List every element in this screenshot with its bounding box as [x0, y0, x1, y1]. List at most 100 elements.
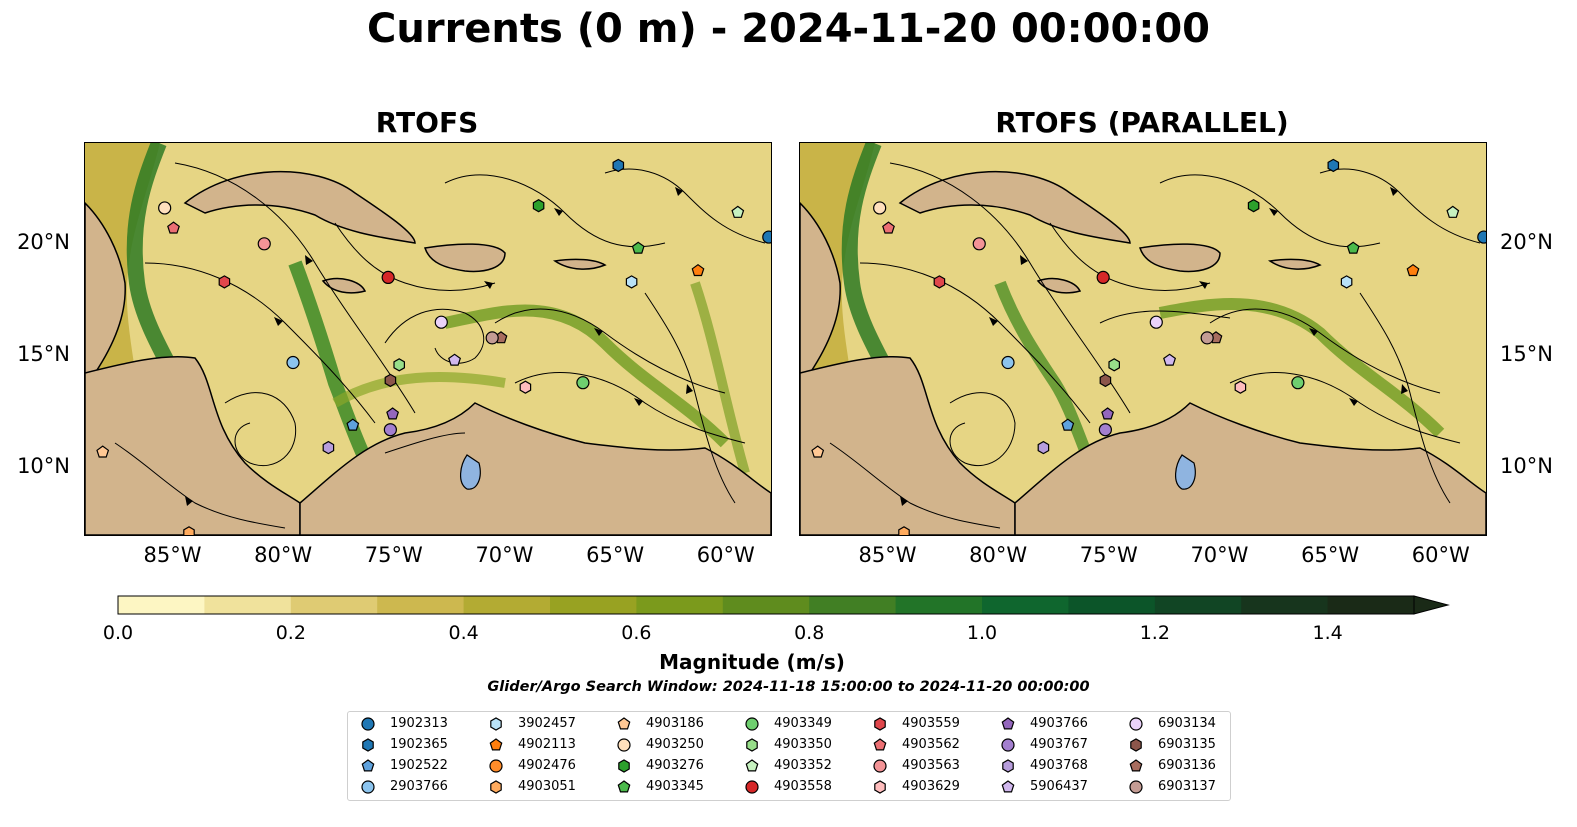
current-map-rtofs: [85, 143, 771, 535]
colorbar-segment: [463, 596, 551, 614]
lat-tick-right: 15°N: [1500, 341, 1553, 366]
legend-label: 4903352: [774, 758, 832, 773]
circle-marker-icon: [745, 717, 759, 731]
colorbar-segment: [377, 596, 465, 614]
legend-label: 6903135: [1158, 737, 1216, 752]
legend-label: 4903350: [774, 737, 832, 752]
float-marker-3902457: [625, 275, 638, 289]
legend-label: 1902522: [390, 758, 448, 773]
float-marker-4903250: [873, 201, 887, 215]
colorbar: [117, 595, 1450, 615]
circle-marker-icon: [617, 738, 631, 752]
legend-label: 4902476: [518, 758, 576, 773]
circle-marker-icon: [1129, 717, 1143, 731]
float-marker-1902522: [346, 418, 360, 431]
float-marker-4903350: [393, 358, 405, 372]
lon-tick-left: 85°W: [143, 543, 202, 567]
hexagon-marker-icon: [874, 717, 886, 731]
circle-marker-icon: [873, 759, 887, 773]
float-marker-4903563: [257, 237, 271, 251]
colorbar-tick: 1.2: [1139, 622, 1170, 644]
circle-marker-icon: [1129, 780, 1143, 794]
pentagon-marker-icon: [617, 717, 631, 730]
legend-label: 6903136: [1158, 758, 1216, 773]
legend-label: 4903767: [1030, 737, 1088, 752]
float-marker-4903629: [1234, 380, 1247, 394]
legend-label: 4903559: [902, 716, 960, 731]
lat-tick-left: 20°N: [17, 229, 70, 254]
colorbar-segment: [1068, 596, 1156, 614]
legend-label: 4903768: [1030, 758, 1088, 773]
lon-tick-right: 75°W: [1079, 543, 1138, 567]
float-marker-4903186: [96, 445, 110, 458]
colorbar-segment: [118, 596, 205, 614]
hexagon-marker-icon: [1002, 759, 1014, 773]
float-marker-4903629: [519, 380, 532, 394]
lon-tick-left: 75°W: [364, 543, 423, 567]
float-marker-4903768: [1037, 440, 1050, 455]
panel-title-rtofs-parallel: RTOFS (PARALLEL): [995, 106, 1289, 139]
float-marker-4903051: [898, 526, 910, 535]
legend-label: 4903629: [902, 779, 960, 794]
colorbar-label: Magnitude (m/s): [659, 650, 845, 674]
pentagon-marker-icon: [1001, 717, 1015, 730]
panel-title-rtofs: RTOFS: [375, 106, 479, 139]
hexagon-marker-icon: [618, 759, 630, 773]
pentagon-marker-icon: [489, 738, 503, 751]
colorbar-extend-arrow: [1413, 595, 1450, 615]
colorbar-segment: [290, 596, 378, 614]
colorbar-tick: 0.8: [794, 622, 825, 644]
hexagon-marker-icon: [1130, 738, 1142, 752]
float-marker-6903135: [1099, 373, 1112, 388]
float-marker-4903767: [1098, 423, 1112, 437]
legend-label: 4903276: [646, 758, 704, 773]
legend-label: 4903562: [902, 737, 960, 752]
circle-marker-icon: [361, 717, 375, 731]
float-marker-3902457: [1340, 275, 1353, 289]
legend-label: 4903186: [646, 716, 704, 731]
float-marker-5906437: [1163, 353, 1177, 366]
float-marker-1902522: [1061, 418, 1075, 431]
float-marker-4903558: [381, 270, 395, 284]
pentagon-marker-icon: [617, 780, 631, 793]
colorbar-segment: [1154, 596, 1242, 614]
circle-marker-icon: [1001, 738, 1015, 752]
colorbar-tick: 1.0: [966, 622, 998, 644]
legend: 1902313 1902365 1902522 2903766 3902457 49021…: [347, 711, 1231, 801]
float-marker-4903563: [972, 237, 986, 251]
float-marker-6903137: [485, 331, 499, 345]
legend-label: 4903051: [518, 779, 576, 794]
colorbar-segment: [722, 596, 810, 614]
colorbar-tick: 0.0: [102, 622, 134, 644]
float-marker-6903135: [384, 373, 397, 388]
circle-marker-icon: [745, 780, 759, 794]
legend-label: 3902457: [518, 716, 576, 731]
legend-label: 4903349: [774, 716, 832, 731]
map-panel-rtofs-parallel: [799, 142, 1487, 536]
lat-tick-left: 15°N: [17, 341, 70, 366]
lon-tick-left: 60°W: [696, 543, 755, 567]
pentagon-marker-icon: [1001, 780, 1015, 793]
legend-label: 4903563: [902, 758, 960, 773]
pentagon-marker-icon: [745, 759, 759, 772]
float-marker-4903352: [1446, 205, 1460, 218]
float-marker-1902365: [1327, 158, 1340, 173]
lat-tick-left: 10°N: [17, 453, 70, 478]
lon-tick-right: 85°W: [858, 543, 917, 567]
colorbar-tick: 0.2: [275, 622, 306, 644]
float-marker-4903345: [631, 241, 645, 254]
colorbar-segment: [982, 596, 1069, 614]
legend-label: 5906437: [1030, 779, 1088, 794]
lon-tick-right: 70°W: [1190, 543, 1249, 567]
figure-title: Currents (0 m) - 2024-11-20 00:00:00: [367, 6, 1210, 52]
legend-label: 4903250: [646, 737, 704, 752]
legend-label: 4902113: [518, 737, 576, 752]
legend-label: 6903134: [1158, 716, 1216, 731]
hexagon-marker-icon: [874, 780, 886, 794]
float-marker-6903134: [434, 315, 448, 329]
float-marker-4903276: [532, 199, 545, 213]
float-marker-1902365: [612, 158, 625, 173]
colorbar-segment: [1327, 596, 1415, 614]
legend-label: 1902313: [390, 716, 448, 731]
colorbar-tick: 0.6: [621, 622, 652, 644]
